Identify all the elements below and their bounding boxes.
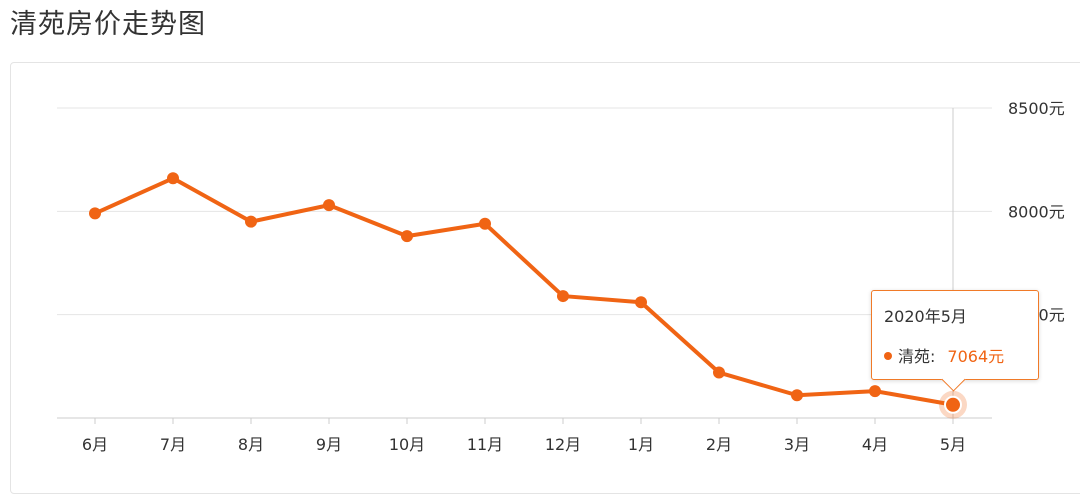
x-tick-label: 2月 (706, 435, 732, 454)
x-tick-label: 4月 (862, 435, 888, 454)
x-tick-label: 10月 (389, 435, 425, 454)
x-tick-label: 7月 (160, 435, 186, 454)
y-tick-label: 8000元 (1008, 202, 1065, 221)
data-point[interactable] (713, 366, 725, 379)
data-point[interactable] (89, 207, 101, 220)
grid-lines (57, 107, 992, 419)
price-trend-chart: 8500元8000元7500元 6月7月8月9月10月11月12月1月2月3月4… (57, 99, 1065, 454)
data-tooltip: 2020年5月 清苑: 7064元 (871, 290, 1039, 392)
x-tick-label: 6月 (82, 435, 108, 454)
x-tick-label: 11月 (467, 435, 503, 454)
x-tick-label: 3月 (784, 435, 810, 454)
x-tick-label: 9月 (316, 435, 342, 454)
data-point[interactable] (167, 172, 179, 185)
x-tick-label: 8月 (238, 435, 264, 454)
x-axis: 6月 7月 8月 9月 10月 11月 12月 1月 2月 3月 4月 5月 (82, 418, 966, 454)
series-qingyuan (89, 172, 967, 419)
data-point-highlighted[interactable] (944, 395, 962, 414)
tooltip-title: 2020年5月 (884, 307, 967, 326)
x-tick-label: 1月 (628, 435, 654, 454)
data-point[interactable] (401, 230, 413, 243)
tooltip-series-label: 清苑: (898, 347, 936, 366)
data-point[interactable] (479, 217, 491, 230)
data-point[interactable] (791, 389, 803, 402)
series-dot-icon (884, 352, 892, 360)
data-point[interactable] (557, 290, 569, 303)
data-point[interactable] (245, 215, 257, 228)
y-tick-label: 8500元 (1008, 99, 1065, 118)
tooltip-row: 清苑: 7064元 (884, 343, 1004, 367)
tooltip-value: 7064元 (947, 347, 1005, 366)
series-line (93, 176, 955, 407)
x-tick-label: 12月 (545, 435, 581, 454)
data-point[interactable] (323, 199, 335, 212)
x-tick-label: 5月 (940, 435, 966, 454)
page-title: 清苑房价走势图 (10, 9, 206, 40)
data-point[interactable] (869, 385, 881, 398)
data-point[interactable] (635, 296, 647, 309)
